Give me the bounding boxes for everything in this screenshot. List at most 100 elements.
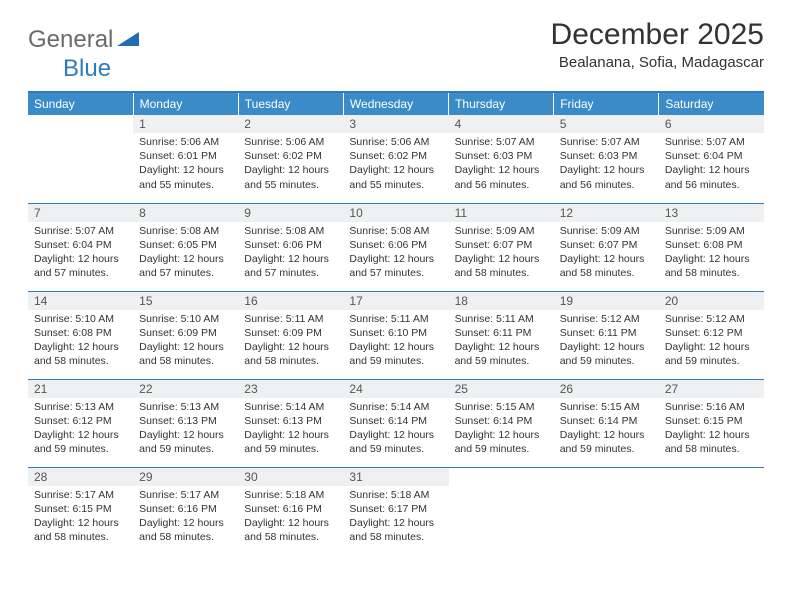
dow-header-row: SundayMondayTuesdayWednesdayThursdayFrid… [28, 92, 764, 115]
day-number: 2 [238, 115, 343, 133]
calendar-day-cell: 11Sunrise: 5:09 AMSunset: 6:07 PMDayligh… [449, 203, 554, 291]
day-content: Sunrise: 5:14 AMSunset: 6:13 PMDaylight:… [238, 398, 343, 461]
day-content: Sunrise: 5:06 AMSunset: 6:02 PMDaylight:… [343, 133, 448, 196]
day-number: 1 [133, 115, 238, 133]
calendar-table: SundayMondayTuesdayWednesdayThursdayFrid… [28, 91, 764, 555]
brand-triangle-icon [117, 30, 139, 51]
calendar-day-cell: 27Sunrise: 5:16 AMSunset: 6:15 PMDayligh… [659, 379, 764, 467]
calendar-day-cell: 23Sunrise: 5:14 AMSunset: 6:13 PMDayligh… [238, 379, 343, 467]
day-content: Sunrise: 5:13 AMSunset: 6:12 PMDaylight:… [28, 398, 133, 461]
day-number: 10 [343, 204, 448, 222]
day-number: 6 [659, 115, 764, 133]
day-content: Sunrise: 5:07 AMSunset: 6:03 PMDaylight:… [554, 133, 659, 196]
day-content: Sunrise: 5:09 AMSunset: 6:08 PMDaylight:… [659, 222, 764, 285]
brand-part1: General [28, 26, 113, 54]
dow-header: Wednesday [343, 92, 448, 115]
calendar-day-cell [28, 115, 133, 203]
day-content: Sunrise: 5:13 AMSunset: 6:13 PMDaylight:… [133, 398, 238, 461]
day-number: 4 [449, 115, 554, 133]
day-number: 18 [449, 292, 554, 310]
day-content: Sunrise: 5:17 AMSunset: 6:16 PMDaylight:… [133, 486, 238, 549]
calendar-day-cell: 6Sunrise: 5:07 AMSunset: 6:04 PMDaylight… [659, 115, 764, 203]
calendar-week-row: 28Sunrise: 5:17 AMSunset: 6:15 PMDayligh… [28, 467, 764, 555]
day-content: Sunrise: 5:07 AMSunset: 6:04 PMDaylight:… [659, 133, 764, 196]
day-content: Sunrise: 5:11 AMSunset: 6:09 PMDaylight:… [238, 310, 343, 373]
page-title: December 2025 [551, 18, 764, 52]
calendar-day-cell: 31Sunrise: 5:18 AMSunset: 6:17 PMDayligh… [343, 467, 448, 555]
calendar-day-cell: 12Sunrise: 5:09 AMSunset: 6:07 PMDayligh… [554, 203, 659, 291]
calendar-day-cell: 16Sunrise: 5:11 AMSunset: 6:09 PMDayligh… [238, 291, 343, 379]
dow-header: Sunday [28, 92, 133, 115]
day-number: 9 [238, 204, 343, 222]
day-number: 7 [28, 204, 133, 222]
day-number: 20 [659, 292, 764, 310]
day-number: 8 [133, 204, 238, 222]
calendar-day-cell: 28Sunrise: 5:17 AMSunset: 6:15 PMDayligh… [28, 467, 133, 555]
day-content: Sunrise: 5:12 AMSunset: 6:11 PMDaylight:… [554, 310, 659, 373]
day-content: Sunrise: 5:18 AMSunset: 6:16 PMDaylight:… [238, 486, 343, 549]
calendar-day-cell: 19Sunrise: 5:12 AMSunset: 6:11 PMDayligh… [554, 291, 659, 379]
day-content: Sunrise: 5:16 AMSunset: 6:15 PMDaylight:… [659, 398, 764, 461]
calendar-day-cell: 29Sunrise: 5:17 AMSunset: 6:16 PMDayligh… [133, 467, 238, 555]
day-content: Sunrise: 5:11 AMSunset: 6:10 PMDaylight:… [343, 310, 448, 373]
calendar-day-cell: 18Sunrise: 5:11 AMSunset: 6:11 PMDayligh… [449, 291, 554, 379]
dow-header: Monday [133, 92, 238, 115]
day-number: 25 [449, 380, 554, 398]
calendar-week-row: 14Sunrise: 5:10 AMSunset: 6:08 PMDayligh… [28, 291, 764, 379]
day-content: Sunrise: 5:15 AMSunset: 6:14 PMDaylight:… [449, 398, 554, 461]
calendar-week-row: 1Sunrise: 5:06 AMSunset: 6:01 PMDaylight… [28, 115, 764, 203]
day-content: Sunrise: 5:07 AMSunset: 6:03 PMDaylight:… [449, 133, 554, 196]
day-content: Sunrise: 5:10 AMSunset: 6:09 PMDaylight:… [133, 310, 238, 373]
day-content: Sunrise: 5:08 AMSunset: 6:06 PMDaylight:… [343, 222, 448, 285]
day-content: Sunrise: 5:09 AMSunset: 6:07 PMDaylight:… [449, 222, 554, 285]
day-content: Sunrise: 5:12 AMSunset: 6:12 PMDaylight:… [659, 310, 764, 373]
dow-header: Thursday [449, 92, 554, 115]
calendar-day-cell: 7Sunrise: 5:07 AMSunset: 6:04 PMDaylight… [28, 203, 133, 291]
day-number: 29 [133, 468, 238, 486]
dow-header: Tuesday [238, 92, 343, 115]
day-content: Sunrise: 5:10 AMSunset: 6:08 PMDaylight:… [28, 310, 133, 373]
dow-header: Friday [554, 92, 659, 115]
calendar-day-cell: 2Sunrise: 5:06 AMSunset: 6:02 PMDaylight… [238, 115, 343, 203]
dow-header: Saturday [659, 92, 764, 115]
calendar-day-cell [449, 467, 554, 555]
day-content: Sunrise: 5:17 AMSunset: 6:15 PMDaylight:… [28, 486, 133, 549]
day-number: 3 [343, 115, 448, 133]
calendar-day-cell: 5Sunrise: 5:07 AMSunset: 6:03 PMDaylight… [554, 115, 659, 203]
day-number: 31 [343, 468, 448, 486]
calendar-day-cell: 22Sunrise: 5:13 AMSunset: 6:13 PMDayligh… [133, 379, 238, 467]
calendar-day-cell: 21Sunrise: 5:13 AMSunset: 6:12 PMDayligh… [28, 379, 133, 467]
day-number: 27 [659, 380, 764, 398]
calendar-day-cell: 4Sunrise: 5:07 AMSunset: 6:03 PMDaylight… [449, 115, 554, 203]
calendar-day-cell: 25Sunrise: 5:15 AMSunset: 6:14 PMDayligh… [449, 379, 554, 467]
day-number: 12 [554, 204, 659, 222]
day-content: Sunrise: 5:09 AMSunset: 6:07 PMDaylight:… [554, 222, 659, 285]
calendar-day-cell: 9Sunrise: 5:08 AMSunset: 6:06 PMDaylight… [238, 203, 343, 291]
calendar-week-row: 7Sunrise: 5:07 AMSunset: 6:04 PMDaylight… [28, 203, 764, 291]
day-number: 21 [28, 380, 133, 398]
calendar-day-cell [659, 467, 764, 555]
day-number: 23 [238, 380, 343, 398]
day-number: 14 [28, 292, 133, 310]
day-number: 17 [343, 292, 448, 310]
day-content: Sunrise: 5:18 AMSunset: 6:17 PMDaylight:… [343, 486, 448, 549]
calendar-day-cell: 3Sunrise: 5:06 AMSunset: 6:02 PMDaylight… [343, 115, 448, 203]
brand-logo: General [28, 26, 141, 54]
day-content: Sunrise: 5:07 AMSunset: 6:04 PMDaylight:… [28, 222, 133, 285]
calendar-week-row: 21Sunrise: 5:13 AMSunset: 6:12 PMDayligh… [28, 379, 764, 467]
day-number: 24 [343, 380, 448, 398]
calendar-day-cell: 17Sunrise: 5:11 AMSunset: 6:10 PMDayligh… [343, 291, 448, 379]
day-number: 11 [449, 204, 554, 222]
day-number: 15 [133, 292, 238, 310]
brand-part2: Blue [63, 55, 111, 82]
calendar-day-cell: 1Sunrise: 5:06 AMSunset: 6:01 PMDaylight… [133, 115, 238, 203]
day-number: 13 [659, 204, 764, 222]
day-number: 28 [28, 468, 133, 486]
calendar-day-cell: 20Sunrise: 5:12 AMSunset: 6:12 PMDayligh… [659, 291, 764, 379]
calendar-day-cell [554, 467, 659, 555]
day-number: 5 [554, 115, 659, 133]
calendar-day-cell: 24Sunrise: 5:14 AMSunset: 6:14 PMDayligh… [343, 379, 448, 467]
day-content: Sunrise: 5:06 AMSunset: 6:02 PMDaylight:… [238, 133, 343, 196]
day-content: Sunrise: 5:06 AMSunset: 6:01 PMDaylight:… [133, 133, 238, 196]
calendar-day-cell: 10Sunrise: 5:08 AMSunset: 6:06 PMDayligh… [343, 203, 448, 291]
